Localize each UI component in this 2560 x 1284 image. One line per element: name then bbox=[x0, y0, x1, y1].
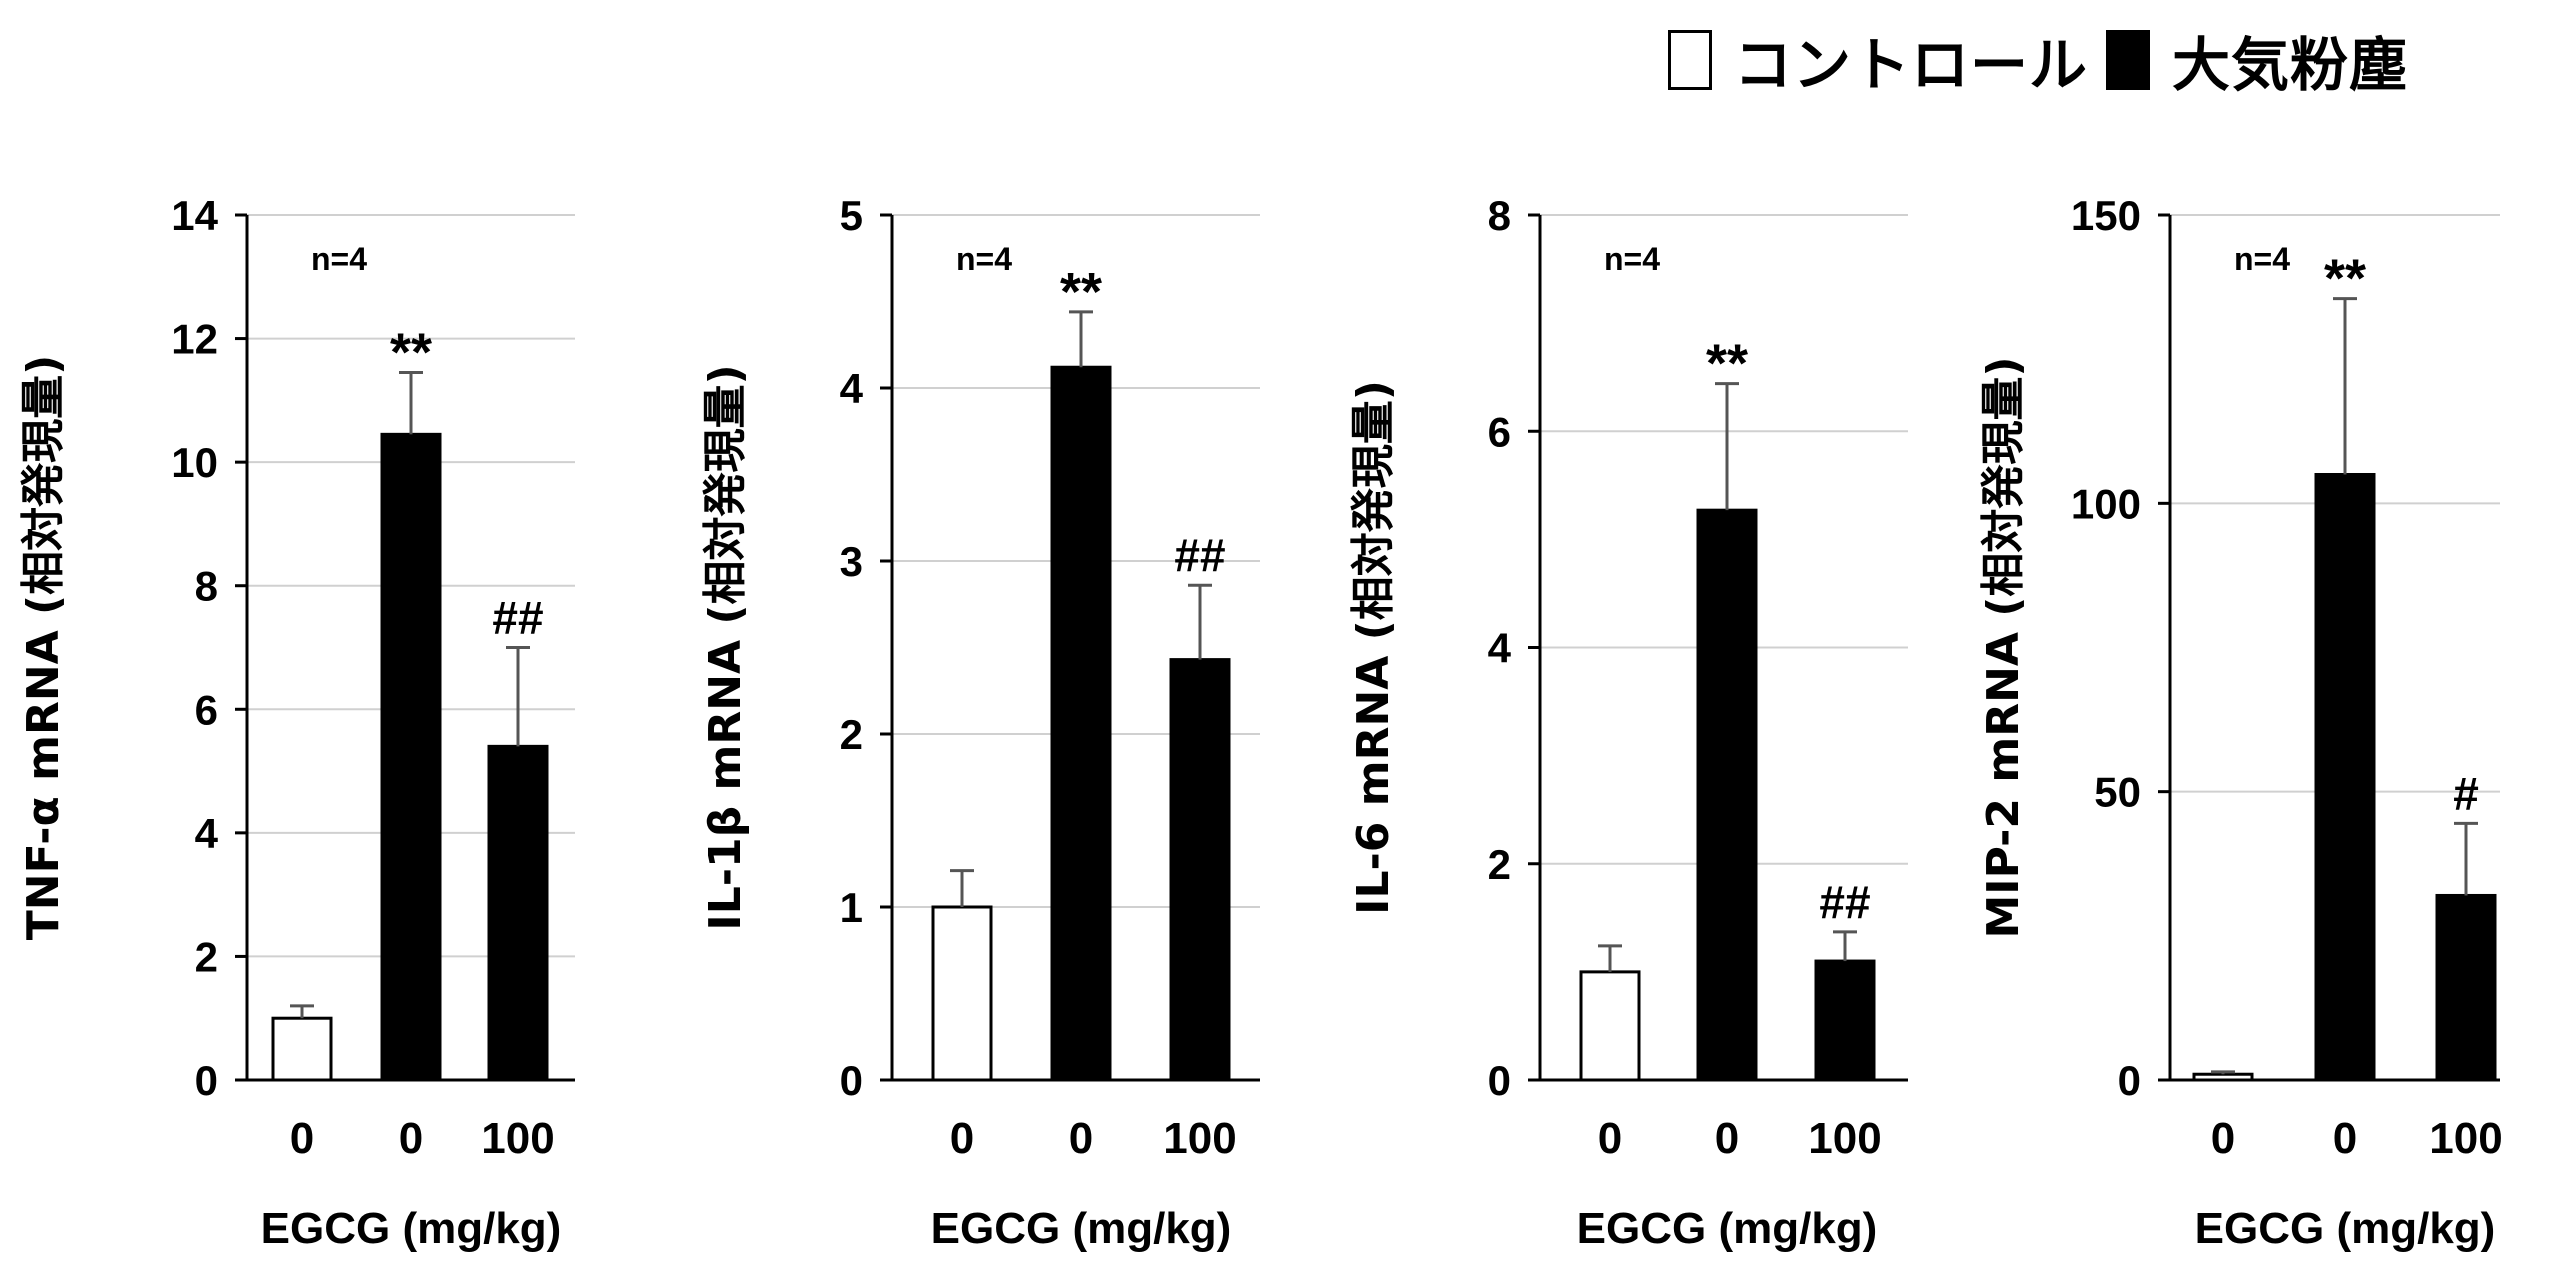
sample-size-annotation: n=4 bbox=[311, 241, 367, 277]
y-tick-label: 4 bbox=[1488, 625, 1512, 672]
y-tick-label: 0 bbox=[840, 1057, 863, 1104]
legend-label-pm: 大気粉塵 bbox=[2172, 31, 2409, 99]
chart-panel-3: 0 2 4 6 8 IL-6 mRNA (相対発現量) n=4 0 ** 0 ## 100 EGCG (… bbox=[1348, 192, 1908, 1253]
y-tick-label: 10 bbox=[171, 439, 218, 486]
x-tick-label: 0 bbox=[1069, 1114, 1093, 1163]
y-tick-label: 0 bbox=[2118, 1057, 2141, 1104]
chart-panel-4: 0 50 100 150 MIP-2 mRNA (相対発現量) n=4 0 ** 0 #100 EG… bbox=[1978, 192, 2503, 1253]
legend: コントロール 大気粉塵 bbox=[1668, 20, 2426, 100]
y-tick-label: 5 bbox=[840, 192, 863, 239]
y-tick-label: 4 bbox=[840, 365, 864, 412]
y-axis-label: IL-1β mRNA (相対発現量) bbox=[700, 364, 751, 930]
y-tick-label: 14 bbox=[171, 192, 218, 239]
x-tick-label: 0 bbox=[1715, 1114, 1739, 1163]
y-tick-label: 6 bbox=[1488, 408, 1511, 455]
legend-label-control: コントロール bbox=[1734, 31, 2089, 99]
significance-mark-star: ** bbox=[1060, 262, 1102, 322]
y-tick-label: 6 bbox=[195, 686, 218, 733]
significance-mark-hash: # bbox=[2453, 767, 2479, 819]
bar bbox=[1050, 365, 1112, 1082]
bar bbox=[271, 1016, 333, 1082]
bar bbox=[1696, 508, 1758, 1082]
y-tick-label: 2 bbox=[1488, 841, 1511, 888]
bar bbox=[1579, 970, 1641, 1082]
chart-panel-1: 0 2 4 6 8 10 12 14 TNF-α mRNA (相対発現量) n=4 0 ** 0 ## 10… bbox=[18, 192, 575, 1253]
y-tick-label: 12 bbox=[171, 316, 218, 363]
y-tick-label: 2 bbox=[195, 933, 218, 980]
chart-panel-2: 0 1 2 3 4 5 IL-1β mRNA (相対発現量) n=4 0 ** 0 ## 100 EGCG… bbox=[700, 192, 1260, 1253]
significance-mark-hash: ## bbox=[1819, 876, 1870, 928]
bar bbox=[487, 744, 549, 1082]
y-tick-label: 150 bbox=[2071, 192, 2141, 239]
bar bbox=[380, 432, 442, 1082]
legend-swatch-pm bbox=[2106, 30, 2151, 90]
sample-size-annotation: n=4 bbox=[1604, 241, 1660, 277]
significance-mark-star: ** bbox=[1706, 334, 1748, 394]
y-tick-label: 4 bbox=[195, 810, 219, 857]
y-tick-label: 1 bbox=[840, 884, 863, 931]
significance-mark-hash: ## bbox=[1174, 529, 1225, 581]
legend-swatch-control bbox=[1668, 30, 1712, 90]
x-axis-label: EGCG (mg/kg) bbox=[261, 1204, 562, 1253]
y-tick-label: 100 bbox=[2071, 480, 2141, 527]
y-tick-label: 2 bbox=[840, 711, 863, 758]
x-tick-label: 0 bbox=[1598, 1114, 1622, 1163]
bar bbox=[2314, 473, 2376, 1082]
legend-item-control: コントロール bbox=[1668, 18, 2088, 102]
y-axis-label: TNF-α mRNA (相対発現量) bbox=[18, 355, 69, 941]
significance-mark-star: ** bbox=[2324, 249, 2366, 309]
sample-size-annotation: n=4 bbox=[956, 241, 1012, 277]
y-tick-label: 0 bbox=[1488, 1057, 1511, 1104]
x-axis-label: EGCG (mg/kg) bbox=[931, 1204, 1232, 1253]
bar bbox=[2435, 893, 2497, 1082]
x-axis-label: EGCG (mg/kg) bbox=[1577, 1204, 1878, 1253]
x-tick-label: 100 bbox=[2429, 1114, 2502, 1163]
x-tick-label: 0 bbox=[950, 1114, 974, 1163]
bar bbox=[1169, 658, 1231, 1082]
x-tick-label: 0 bbox=[399, 1114, 423, 1163]
x-tick-label: 100 bbox=[1808, 1114, 1881, 1163]
x-tick-label: 0 bbox=[2333, 1114, 2357, 1163]
x-tick-label: 0 bbox=[290, 1114, 314, 1163]
y-axis-label: IL-6 mRNA (相対発現量) bbox=[1348, 380, 1399, 915]
legend-item-pm: 大気粉塵 bbox=[2106, 18, 2408, 102]
y-tick-label: 3 bbox=[840, 538, 863, 585]
y-tick-label: 8 bbox=[195, 563, 218, 610]
bar bbox=[2192, 1072, 2254, 1082]
y-tick-label: 8 bbox=[1488, 192, 1511, 239]
x-tick-label: 100 bbox=[1163, 1114, 1236, 1163]
y-tick-label: 0 bbox=[195, 1057, 218, 1104]
significance-mark-star: ** bbox=[390, 323, 432, 383]
sample-size-annotation: n=4 bbox=[2234, 241, 2290, 277]
y-tick-label: 50 bbox=[2094, 769, 2141, 816]
x-tick-label: 0 bbox=[2211, 1114, 2235, 1163]
bar bbox=[1814, 959, 1876, 1082]
x-tick-label: 100 bbox=[481, 1114, 554, 1163]
significance-mark-hash: ## bbox=[492, 592, 543, 644]
x-axis-label: EGCG (mg/kg) bbox=[2195, 1204, 2496, 1253]
y-axis-label: MIP-2 mRNA (相対発現量) bbox=[1978, 357, 2029, 939]
bar bbox=[931, 905, 993, 1082]
